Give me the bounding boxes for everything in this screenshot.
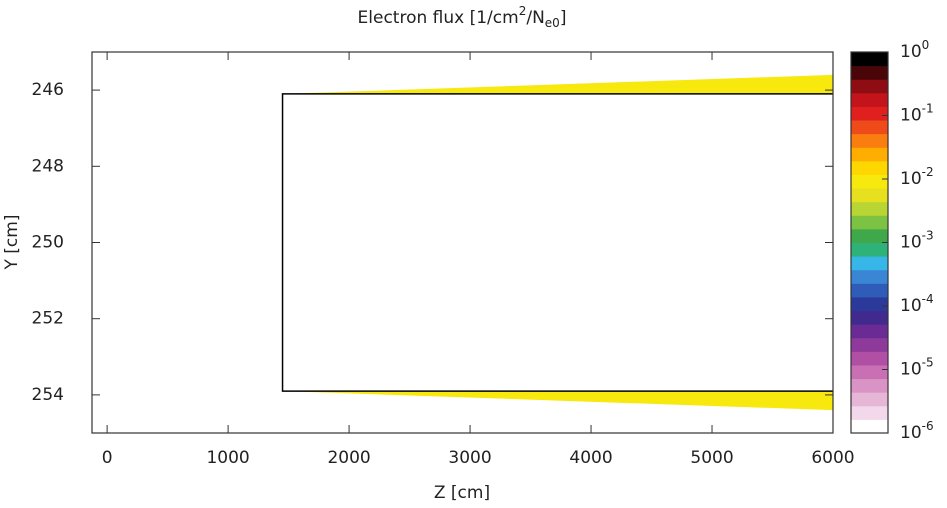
tick-base: 10 bbox=[900, 296, 922, 316]
y-tick-label: 252 bbox=[32, 309, 64, 329]
colorbar-band bbox=[851, 174, 888, 189]
colorbar-band bbox=[851, 228, 888, 243]
colorbar-band bbox=[851, 324, 888, 339]
colorbar-band bbox=[851, 242, 888, 257]
colorbar-band bbox=[851, 92, 888, 107]
colorbar-band bbox=[851, 364, 888, 380]
y-tick-label: 248 bbox=[32, 156, 64, 176]
colorbar-band bbox=[851, 405, 888, 420]
tick-exponent: -5 bbox=[922, 355, 934, 369]
tick-exponent: -4 bbox=[922, 292, 934, 306]
x-tick-label: 0 bbox=[102, 448, 113, 468]
tick-exponent: -6 bbox=[922, 419, 934, 433]
colorbar-band bbox=[851, 188, 888, 203]
title-part: ] bbox=[560, 8, 567, 28]
x-tick-label: 1000 bbox=[206, 448, 249, 468]
title-part: /N bbox=[526, 8, 544, 28]
tick-base: 10 bbox=[900, 233, 922, 253]
colorbar-band bbox=[851, 256, 888, 271]
colorbar-band bbox=[851, 337, 888, 352]
x-tick-label: 4000 bbox=[569, 448, 612, 468]
colorbar-band bbox=[851, 160, 888, 175]
x-tick-label: 6000 bbox=[811, 448, 854, 468]
tick-exponent: 0 bbox=[922, 38, 930, 52]
tick-base: 10 bbox=[900, 360, 922, 380]
colorbar-band bbox=[851, 201, 888, 216]
colorbar-band bbox=[851, 106, 888, 121]
colorbar-band bbox=[851, 351, 888, 366]
colorbar-band bbox=[851, 215, 888, 230]
colorbar-tick-label: 10-3 bbox=[900, 228, 934, 253]
plot-frame bbox=[91, 51, 834, 434]
x-tick-label: 2000 bbox=[327, 448, 370, 468]
colorbar-band bbox=[851, 392, 888, 407]
title-part: e0 bbox=[545, 16, 560, 30]
tick-base: 10 bbox=[900, 169, 922, 189]
flux-region bbox=[282, 74, 833, 94]
title-part: Electron flux [1/cm bbox=[358, 8, 519, 28]
y-tick-label: 254 bbox=[32, 385, 64, 405]
x-tick-label: 3000 bbox=[448, 448, 491, 468]
colorbar-band bbox=[851, 79, 888, 94]
x-axis-label: Z [cm] bbox=[434, 483, 490, 503]
colorbar-band bbox=[851, 52, 888, 67]
chart-title: Electron flux [1/cm2/Ne0] bbox=[358, 4, 567, 30]
tick-base: 10 bbox=[900, 106, 922, 126]
colorbar-tick-label: 10-4 bbox=[900, 292, 934, 317]
colorbar-tick-label: 10-2 bbox=[900, 165, 934, 190]
y-tick-label: 250 bbox=[32, 233, 64, 253]
colorbar-band bbox=[851, 378, 888, 393]
colorbar-band bbox=[851, 283, 888, 298]
geometry-outline bbox=[281, 93, 833, 392]
colorbar-band bbox=[851, 120, 888, 135]
colorbar-tick-label: 10-6 bbox=[900, 419, 934, 444]
colorbar-tick-label: 100 bbox=[900, 38, 929, 63]
colorbar-tick-label: 10-1 bbox=[900, 101, 934, 126]
colorbar-band bbox=[851, 133, 888, 148]
colorbar-band bbox=[851, 310, 888, 325]
tick-exponent: -1 bbox=[922, 101, 934, 115]
colorbar-tick-label: 10-5 bbox=[900, 355, 934, 380]
x-tick-label: 5000 bbox=[690, 448, 733, 468]
colorbar-band bbox=[851, 419, 888, 434]
tick-exponent: -2 bbox=[922, 165, 934, 179]
colorbar-band bbox=[851, 147, 888, 162]
y-tick-label: 246 bbox=[32, 80, 64, 100]
title-part: 2 bbox=[519, 4, 527, 18]
colorbar-band bbox=[851, 65, 888, 80]
tick-base: 10 bbox=[900, 42, 922, 62]
flux-region bbox=[282, 391, 833, 411]
tick-base: 10 bbox=[900, 423, 922, 443]
y-axis-label: Y [cm] bbox=[2, 215, 22, 271]
colorbar-band bbox=[851, 296, 888, 312]
colorbar-band bbox=[851, 269, 888, 284]
tick-exponent: -3 bbox=[922, 228, 934, 242]
